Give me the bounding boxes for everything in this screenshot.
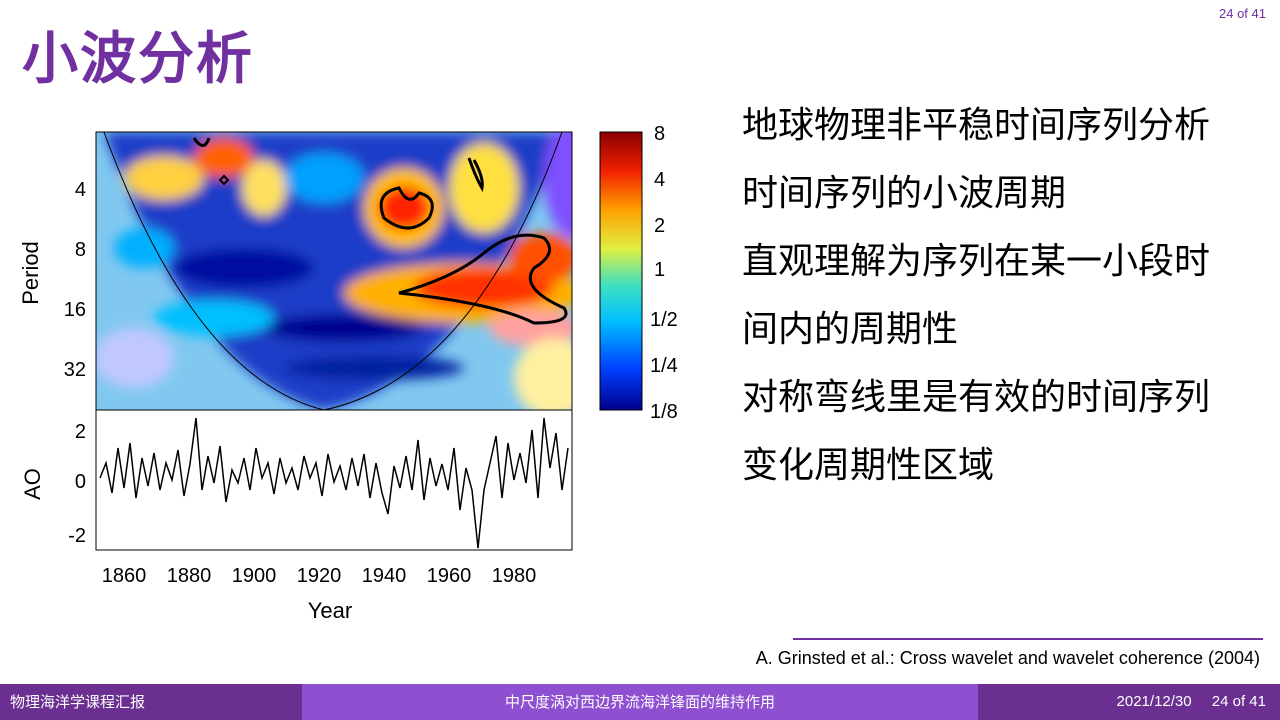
ao-line-panel: 2 0 -2 AO — [20, 409, 573, 551]
footer-center: 中尺度涡对西边界流海洋锋面的维持作用 — [302, 684, 978, 720]
xtick: 1980 — [492, 565, 537, 587]
ao-ytick: 2 — [75, 421, 86, 443]
x-axis: 1860 1880 1900 1920 1940 1960 1980 Year — [102, 565, 537, 623]
heatmap-ytick-4: 4 — [75, 179, 86, 201]
xtick: 1860 — [102, 565, 147, 587]
footer-right: 2021/12/30 24 of 41 — [978, 684, 1280, 720]
heatmap-ylabel: Period — [18, 241, 43, 305]
slide-title: 小波分析 — [22, 27, 254, 92]
colorbar-tick: 2 — [654, 215, 665, 237]
heatmap-ytick-32: 32 — [64, 359, 86, 381]
bullet-list: 地球物理非平稳时间序列分析 时间序列的小波周期 直观理解为序列在某一小段时间内的… — [742, 92, 1242, 500]
colorbar-tick: 1/4 — [650, 355, 678, 377]
colorbar-tick: 1 — [654, 259, 665, 281]
colorbar: 8 4 2 1 1/2 1/4 1/8 — [599, 123, 678, 423]
page-indicator: 24 of 41 — [1219, 6, 1266, 21]
footer-left: 物理海洋学课程汇报 — [0, 684, 302, 720]
colorbar-tick: 8 — [654, 123, 665, 145]
x-axis-label: Year — [308, 598, 352, 623]
ao-ylabel: AO — [20, 468, 45, 500]
colorbar-tick: 1/8 — [650, 401, 678, 423]
heatmap-ytick-16: 16 — [64, 299, 86, 321]
footer-page: 24 of 41 — [1211, 693, 1266, 710]
xtick: 1880 — [167, 565, 212, 587]
bullet-item: 直观理解为序列在某一小段时间内的周期性 — [742, 241, 1211, 350]
bullet-item: 时间序列的小波周期 — [742, 173, 1067, 214]
bullet-item: 对称弯线里是有效的时间序列变化周期性区域 — [742, 377, 1211, 486]
ao-ytick: -2 — [68, 525, 86, 547]
ao-ytick: 0 — [75, 471, 86, 493]
citation: A. Grinsted et al.: Cross wavelet and wa… — [755, 648, 1260, 668]
xtick: 1920 — [297, 565, 342, 587]
wavelet-power-heatmap — [96, 132, 572, 410]
heatmap-y-axis: 4 8 16 32 Period — [18, 179, 86, 381]
heatmap-ytick-8: 8 — [75, 239, 86, 261]
colorbar-tick: 1/2 — [650, 309, 678, 331]
colorbar-tick: 4 — [654, 169, 665, 191]
ao-series-line — [99, 417, 569, 549]
footer-date: 2021/12/30 — [1116, 693, 1192, 710]
xtick: 1900 — [232, 565, 277, 587]
bullet-item: 地球物理非平稳时间序列分析 — [742, 105, 1211, 146]
wavelet-figure: 4 8 16 32 Period 8 4 2 1 1/2 1/4 1/8 2 0… — [18, 123, 678, 623]
footer-bar: 物理海洋学课程汇报 中尺度涡对西边界流海洋锋面的维持作用 2021/12/30 … — [0, 684, 1280, 720]
xtick: 1960 — [427, 565, 472, 587]
xtick: 1940 — [362, 565, 407, 587]
citation-divider — [793, 638, 1263, 640]
